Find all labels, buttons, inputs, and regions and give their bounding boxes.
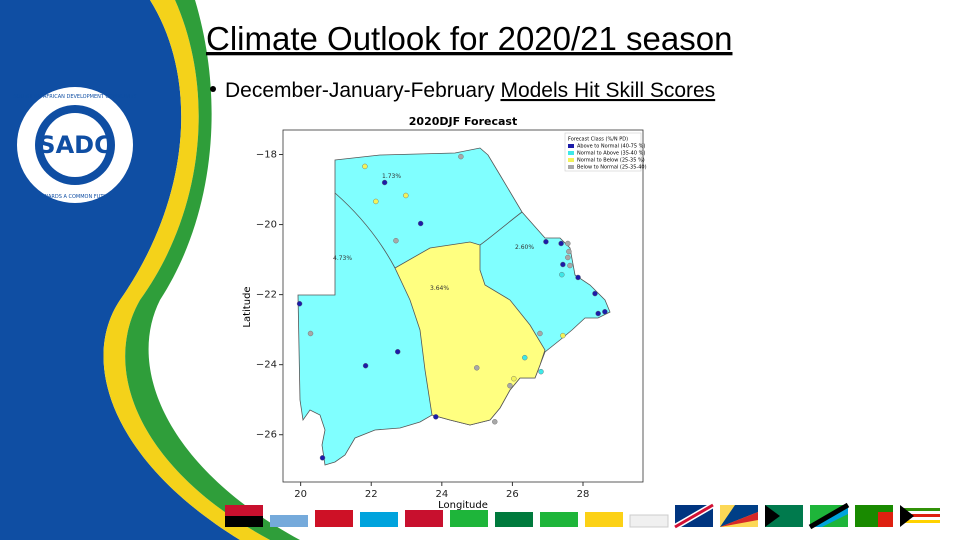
bullet-text: December-January-February Models Hit Ski…	[225, 79, 715, 102]
station	[296, 301, 303, 307]
station	[543, 239, 549, 245]
station	[433, 414, 439, 420]
station	[511, 375, 517, 382]
station	[362, 363, 369, 369]
legend-label: Normal to Above (35-40 %)	[577, 151, 645, 157]
station	[595, 310, 601, 317]
station	[537, 330, 543, 337]
x-axis-label: Longitude	[438, 500, 488, 511]
y-tick-label: −22	[256, 290, 277, 301]
legend-title: Forecast Class (%/N PD)	[568, 137, 628, 143]
legend-label: Below to Normal (25-35-40)	[577, 165, 647, 171]
station	[560, 332, 566, 339]
flags	[225, 502, 940, 530]
station	[565, 254, 571, 261]
region-label: 1.73%	[382, 173, 401, 180]
station	[395, 349, 401, 355]
station	[474, 365, 480, 371]
country-map	[297, 147, 611, 466]
banner	[0, 0, 300, 540]
station	[381, 179, 388, 186]
logo-ring-bottom: TOWARDS A COMMON FUTURE	[35, 194, 113, 200]
legend-label: Normal to Below (25-35 %)	[577, 158, 645, 164]
map-title: 2020DJF Forecast	[409, 115, 517, 128]
region-label: 2.60%	[515, 244, 534, 251]
x-tick-label: 22	[365, 489, 378, 500]
station	[575, 274, 581, 281]
legend-swatch	[568, 151, 574, 155]
station	[319, 455, 326, 461]
station	[567, 262, 573, 269]
slide-title: Climate Outlook for 2020/21 season	[206, 20, 732, 57]
y-axis-label: Latitude	[242, 286, 253, 327]
region-label: 4.73%	[333, 255, 352, 262]
station	[393, 237, 399, 244]
station	[492, 419, 498, 425]
y-tick-label: −18	[256, 150, 277, 161]
legend-box	[564, 132, 642, 172]
logo-name: SADC	[38, 131, 111, 159]
x-tick-label: 26	[506, 489, 519, 500]
station	[558, 240, 564, 247]
station	[522, 354, 528, 361]
station	[507, 382, 513, 389]
region-label: 3.64%	[430, 285, 449, 292]
station	[559, 271, 565, 278]
station	[566, 248, 572, 255]
station	[373, 198, 379, 205]
station	[560, 261, 566, 268]
station	[362, 163, 368, 170]
bullet-dot	[210, 86, 216, 92]
station	[307, 330, 314, 337]
bullet-main: December-January-February	[225, 79, 495, 102]
y-tick-label: −26	[256, 430, 277, 441]
bullet-link: Models Hit Skill Scores	[500, 79, 715, 102]
station	[458, 153, 464, 160]
station	[417, 220, 424, 227]
station	[538, 368, 544, 375]
station	[592, 290, 598, 297]
legend-label: Above to Normal (40-75 %)	[577, 144, 645, 150]
legend-swatch	[568, 165, 574, 169]
legend-swatch	[568, 158, 574, 162]
legend-swatch	[568, 144, 574, 148]
station	[602, 309, 608, 315]
y-tick-label: −24	[256, 360, 277, 371]
x-tick-label: 28	[577, 489, 590, 500]
x-tick-label: 24	[435, 489, 448, 500]
y-tick-label: −20	[256, 220, 277, 231]
logo-ring-top: SOUTHERN AFRICAN DEVELOPMENT COMMUNITY	[13, 94, 137, 100]
station	[565, 240, 571, 247]
x-tick-label: 20	[294, 489, 307, 500]
station	[403, 192, 409, 199]
